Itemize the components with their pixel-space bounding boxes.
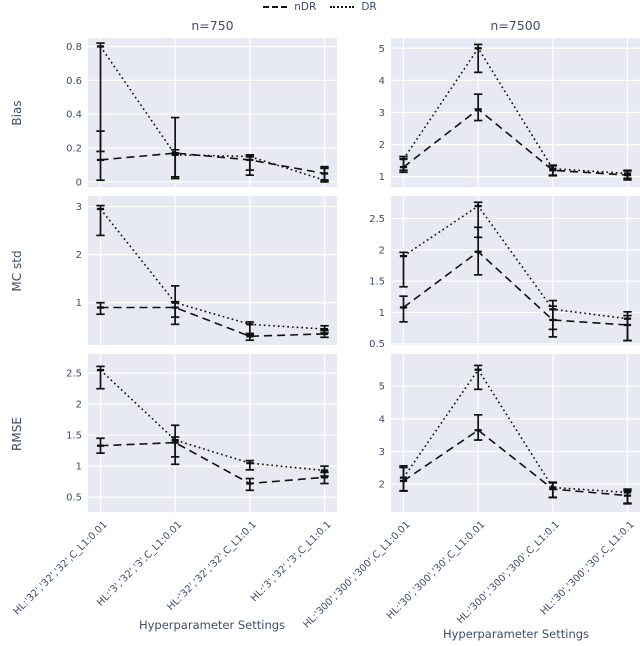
y-tick-label: 3 — [76, 202, 82, 213]
x-tick-label: HL:'3','32','3',C_L1:0.01 — [95, 519, 184, 608]
y-tick-label: 5 — [379, 44, 385, 55]
y-tick-label: 0.5 — [369, 339, 385, 350]
series-line-ndr — [403, 108, 628, 176]
y-tick-label: 1.5 — [369, 277, 385, 288]
panel-rmse-n-750: 0.511.522.5HL:'32','32','32',C_L1:0.01HL… — [12, 354, 337, 617]
x-axis-title-left: Hyperparameter Settings — [138, 618, 286, 632]
x-tick-label: HL:'32','32','32',C_L1:0.1 — [165, 519, 259, 613]
y-tick-label: 3 — [379, 447, 385, 458]
y-tick-label: 0.4 — [66, 110, 82, 121]
y-tick-label: 0.2 — [66, 144, 82, 155]
y-tick-label: 2 — [379, 245, 385, 256]
y-tick-label: 0.8 — [66, 42, 82, 53]
dashed-line-icon — [263, 6, 288, 8]
y-tick-label: 2 — [76, 400, 82, 411]
y-tick-label: 2 — [76, 250, 82, 261]
y-tick-label: 1 — [379, 308, 385, 319]
series-line-dr — [403, 204, 628, 320]
series-line-dr — [99, 369, 325, 472]
legend-item-ndr: nDR — [263, 1, 316, 13]
y-tick-label: 1 — [76, 298, 82, 309]
y-tick-label: 3 — [379, 108, 385, 119]
series-ndr — [399, 413, 632, 505]
y-tick-label: 1 — [76, 462, 82, 473]
series-line-ndr — [100, 152, 325, 175]
series-ndr — [399, 93, 632, 181]
panel-background — [88, 196, 337, 345]
panel-bias-n-7500: 1 2 3 4 5 — [379, 38, 640, 187]
y-tick-label: 1 — [379, 172, 385, 183]
panel-mc-std-n-750: 1 2 3 — [76, 196, 337, 345]
dotted-line-icon — [330, 6, 355, 8]
panel-mc-std-n-7500: 0.5 1 1.5 2 2.5 — [369, 196, 640, 350]
panel-rmse-n-7500: 2345HL:'300','300','300',C_L1:0.01HL:'30… — [301, 354, 640, 631]
series-ndr — [399, 226, 632, 342]
y-tick-label: 0 — [76, 177, 82, 188]
series-line-dr — [99, 46, 325, 181]
legend: nDR DR — [0, 1, 640, 13]
series-line-ndr — [100, 441, 325, 485]
x-axis-title-right: Hyperparameter Settings — [442, 627, 590, 641]
panel-background — [391, 354, 640, 512]
series-ndr — [96, 436, 329, 492]
series-line-dr — [402, 46, 628, 175]
y-tick-label: 2 — [379, 480, 385, 491]
y-tick-label: 0.5 — [66, 493, 82, 504]
series-ndr — [96, 130, 329, 182]
legend-label-dr: DR — [361, 1, 377, 13]
legend-item-dr: DR — [330, 1, 377, 13]
y-tick-label: 2.5 — [66, 369, 82, 380]
panel-background — [88, 38, 337, 187]
y-tick-label: 0.6 — [66, 76, 82, 87]
panel-background — [391, 196, 640, 345]
legend-label-ndr: nDR — [294, 1, 317, 13]
panel-bias-n-750: 0 0.2 0.4 0.6 0.8 — [66, 38, 337, 188]
y-tick-label: 2 — [379, 140, 385, 151]
y-tick-label: 4 — [379, 414, 385, 425]
y-tick-label: 1.5 — [66, 431, 82, 442]
panel-background — [88, 354, 337, 512]
y-tick-label: 4 — [379, 76, 385, 87]
row-label-bias: Bias — [10, 100, 24, 126]
column-title-n750: n=750 — [191, 18, 234, 33]
y-tick-label: 2.5 — [369, 214, 385, 225]
y-tick-label: 5 — [379, 382, 385, 393]
row-label-mc-std: MC std — [10, 250, 24, 292]
x-tick-label: HL:'32','32','32',C_L1:0.01 — [12, 519, 110, 617]
row-label-rmse: RMSE — [10, 417, 24, 451]
series-line-ndr — [403, 250, 628, 326]
x-tick-label: HL:'3','32','3',C_L1:0.1 — [249, 519, 334, 604]
series-line-ndr — [403, 429, 628, 497]
series-ndr — [96, 300, 329, 342]
column-title-n7500: n=7500 — [490, 18, 541, 33]
